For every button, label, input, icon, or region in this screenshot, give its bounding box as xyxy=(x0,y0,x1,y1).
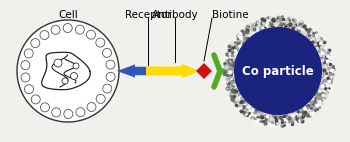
FancyArrow shape xyxy=(117,64,148,78)
Circle shape xyxy=(31,95,40,104)
Circle shape xyxy=(86,30,96,39)
Circle shape xyxy=(40,31,49,39)
Text: Receptor: Receptor xyxy=(125,10,171,20)
Text: Antibody: Antibody xyxy=(152,10,198,20)
Circle shape xyxy=(17,20,119,122)
Circle shape xyxy=(106,60,115,69)
Circle shape xyxy=(226,19,330,123)
Circle shape xyxy=(103,48,112,57)
Circle shape xyxy=(21,61,30,70)
Circle shape xyxy=(31,39,40,48)
Circle shape xyxy=(21,73,30,82)
Circle shape xyxy=(52,108,61,117)
FancyArrow shape xyxy=(146,64,200,78)
Circle shape xyxy=(73,63,79,69)
Circle shape xyxy=(76,108,85,117)
Polygon shape xyxy=(196,63,212,79)
Text: Cell: Cell xyxy=(58,10,78,20)
Circle shape xyxy=(62,78,68,84)
Circle shape xyxy=(87,103,96,111)
Circle shape xyxy=(70,73,77,80)
Circle shape xyxy=(51,25,60,34)
Circle shape xyxy=(54,59,62,67)
Circle shape xyxy=(96,38,105,47)
Circle shape xyxy=(96,94,105,103)
Text: Co particle: Co particle xyxy=(242,64,314,78)
Circle shape xyxy=(25,85,34,94)
Circle shape xyxy=(103,84,112,93)
Circle shape xyxy=(64,109,73,118)
Circle shape xyxy=(234,27,322,115)
Circle shape xyxy=(41,103,49,112)
Circle shape xyxy=(75,25,84,34)
Text: Biotine: Biotine xyxy=(212,10,248,20)
Circle shape xyxy=(106,72,115,81)
Circle shape xyxy=(63,24,72,33)
Circle shape xyxy=(24,49,33,58)
